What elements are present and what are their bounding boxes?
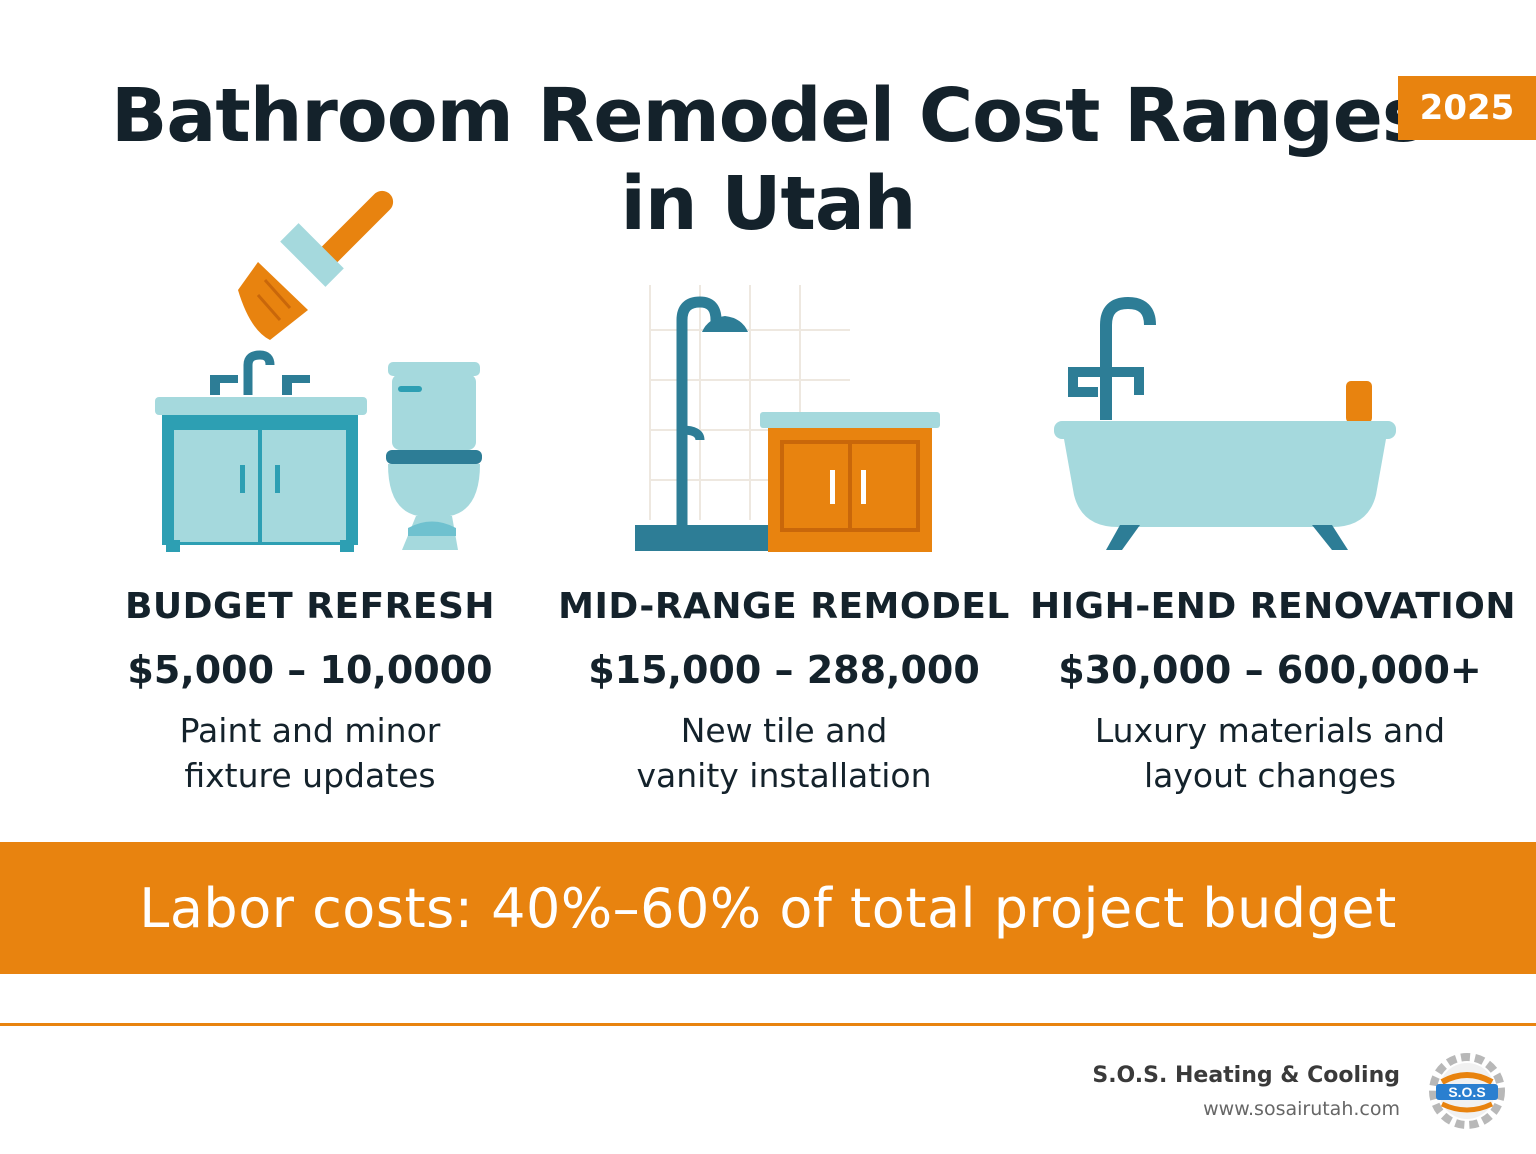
tier-description: Luxury materials and layout changes	[1030, 708, 1510, 798]
tier-description-line-1: Luxury materials and	[1094, 711, 1446, 750]
tier-description-line-1: New tile and	[680, 711, 888, 750]
tier-high-end: HIGH-END RENOVATION $30,000 – 600,000+ L…	[1030, 582, 1517, 798]
tier-price: $30,000 – 600,000+	[1058, 648, 1482, 692]
tier-description-line-2: fixture updates	[184, 756, 436, 795]
vanity-icon	[760, 412, 940, 552]
tier-description-line-2: layout changes	[1143, 756, 1397, 795]
tier-description: Paint and minor fixture updates	[70, 708, 550, 798]
soap-bottle-icon	[1346, 381, 1372, 423]
tier-label: BUDGET REFRESH	[124, 586, 496, 627]
company-url[interactable]: www.sosairutah.com	[1203, 1098, 1400, 1120]
bathtub-icon	[1054, 296, 1396, 550]
tier-description-line-1: Paint and minor	[179, 711, 441, 750]
tier-price: $15,000 – 288,000	[588, 648, 980, 692]
tier-label: HIGH-END RENOVATION	[1030, 586, 1517, 627]
banner-text: Labor costs: 40%–60% of total project bu…	[139, 876, 1397, 940]
title-line-1: Bathroom Remodel Cost Ranges	[111, 73, 1426, 159]
tier-budget: BUDGET REFRESH $5,000 – 10,0000 Paint an…	[70, 582, 550, 798]
tier-mid-range: MID-RANGE REMODEL $15,000 – 288,000 New …	[544, 582, 1024, 798]
tier-description: New tile and vanity installation	[544, 708, 1024, 798]
paintbrush-icon	[238, 190, 394, 340]
vanity-toilet-paintbrush-icon	[155, 190, 482, 552]
shower-icon	[635, 296, 775, 551]
tier-label: MID-RANGE REMODEL	[558, 586, 1010, 627]
company-name: S.O.S. Heating & Cooling	[1092, 1063, 1400, 1088]
vanity-icon	[155, 350, 367, 552]
tier-price: $5,000 – 10,0000	[127, 648, 493, 692]
footer-divider	[0, 1023, 1536, 1026]
toilet-icon	[386, 362, 482, 550]
page-title: Bathroom Remodel Cost Ranges in Utah	[0, 72, 1536, 248]
labor-cost-banner: Labor costs: 40%–60% of total project bu…	[0, 842, 1536, 974]
shower-vanity-icon	[635, 285, 940, 552]
company-logo: S.O.S	[1429, 1053, 1505, 1129]
logo-text: S.O.S	[1448, 1084, 1485, 1100]
tub-faucet-icon	[1068, 296, 1156, 420]
tier-description-line-2: vanity installation	[636, 756, 932, 795]
title-line-2: in Utah	[620, 161, 917, 247]
year-badge: 2025	[1398, 76, 1536, 140]
